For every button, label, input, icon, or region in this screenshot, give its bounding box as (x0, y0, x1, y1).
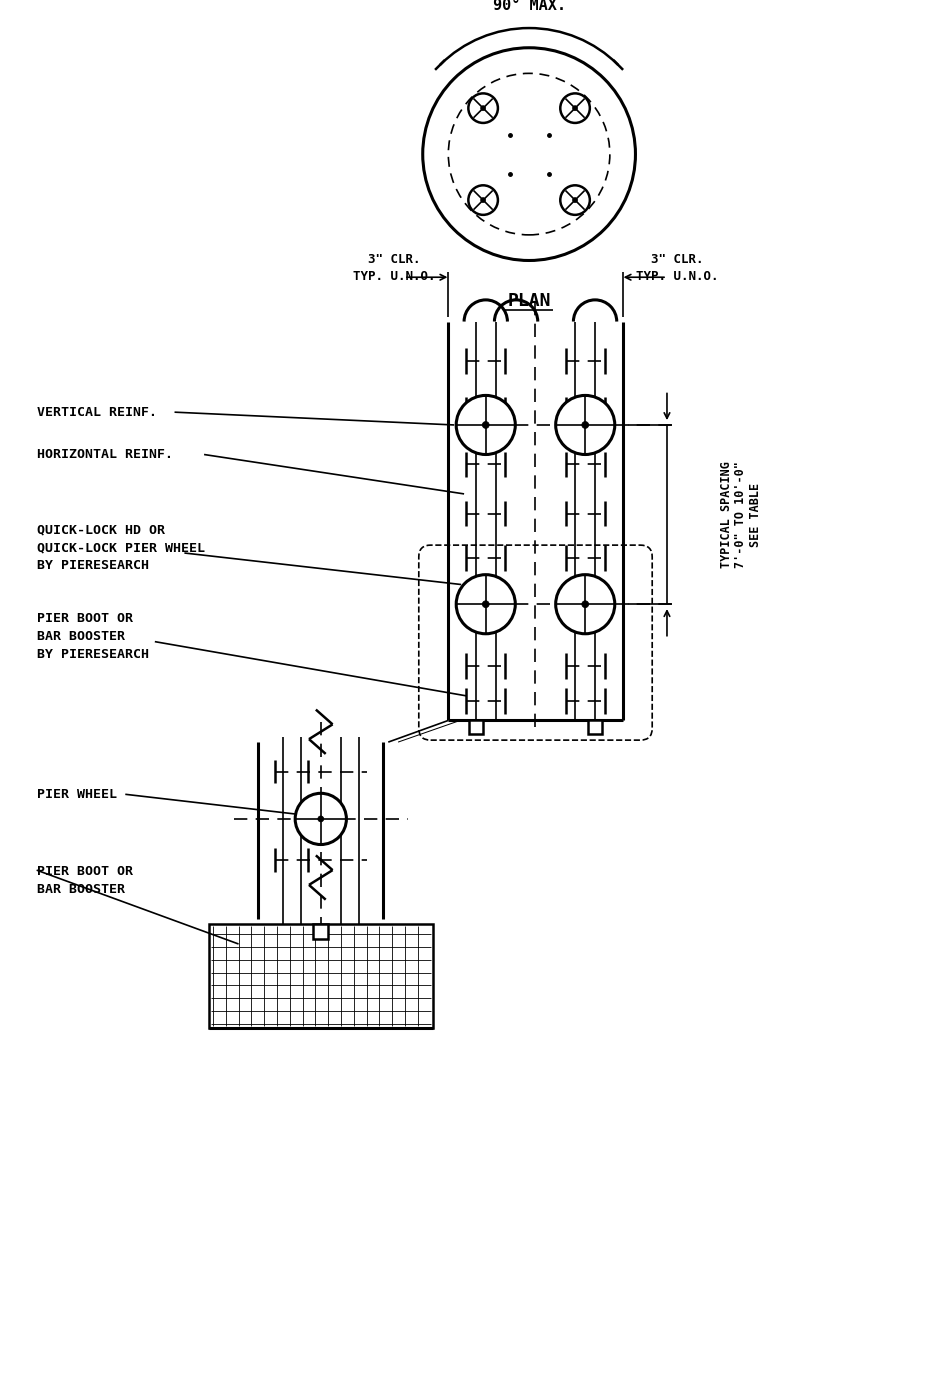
Circle shape (482, 601, 489, 608)
Circle shape (456, 395, 515, 455)
Circle shape (456, 574, 515, 634)
Circle shape (572, 105, 577, 111)
Bar (209, 924, 432, 1028)
Circle shape (582, 601, 588, 608)
Text: PLAN: PLAN (508, 293, 551, 309)
Text: PIER BOOT OR: PIER BOOT OR (37, 865, 133, 878)
Text: VERTICAL REINF.: VERTICAL REINF. (37, 406, 157, 419)
Text: SEE TABLE: SEE TABLE (749, 483, 762, 546)
Circle shape (480, 105, 486, 111)
Text: BAR BOOSTER: BAR BOOSTER (37, 630, 125, 643)
Circle shape (556, 395, 615, 455)
Text: QUICK-LOCK PIER WHEEL: QUICK-LOCK PIER WHEEL (37, 542, 205, 554)
Circle shape (468, 94, 498, 123)
Circle shape (482, 421, 489, 428)
Bar (588, 721, 602, 734)
Circle shape (560, 94, 589, 123)
Circle shape (556, 574, 615, 634)
Text: BY PIERESEARCH: BY PIERESEARCH (37, 559, 149, 573)
Text: 3" CLR.
TYP. U.N.O.: 3" CLR. TYP. U.N.O. (352, 252, 435, 283)
Circle shape (560, 185, 589, 214)
Circle shape (468, 185, 498, 214)
Text: TYPICAL SPACING: TYPICAL SPACING (720, 461, 732, 568)
Text: 90° MAX.: 90° MAX. (493, 0, 566, 13)
Circle shape (480, 197, 486, 203)
Text: PIER WHEEL: PIER WHEEL (37, 788, 117, 801)
Bar (469, 721, 483, 734)
Text: BY PIERESEARCH: BY PIERESEARCH (37, 648, 149, 661)
Text: BAR BOOSTER: BAR BOOSTER (37, 883, 125, 896)
Circle shape (318, 816, 323, 822)
Circle shape (295, 794, 347, 844)
Text: 7'-0" TO 10'-0": 7'-0" TO 10'-0" (734, 461, 747, 568)
Circle shape (582, 421, 588, 428)
Circle shape (572, 197, 577, 203)
Text: PIER BOOT OR: PIER BOOT OR (37, 612, 133, 624)
Text: HORIZONTAL REINF.: HORIZONTAL REINF. (37, 448, 173, 461)
Text: QUICK-LOCK HD OR: QUICK-LOCK HD OR (37, 524, 164, 536)
Text: 3" CLR.
TYP. U.N.O.: 3" CLR. TYP. U.N.O. (635, 252, 718, 283)
Bar (313, 924, 328, 939)
